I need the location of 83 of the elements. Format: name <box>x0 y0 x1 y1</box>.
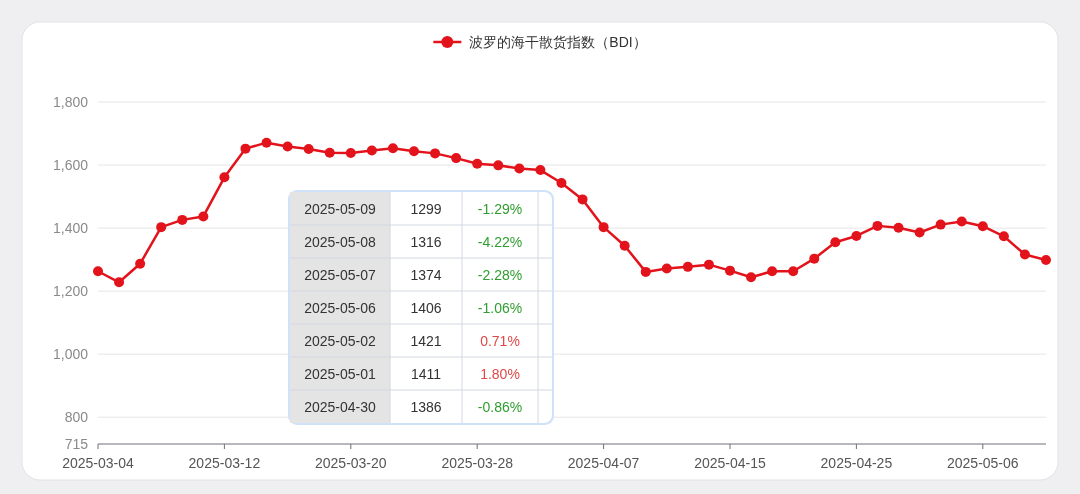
point <box>556 178 567 189</box>
annotation: 2025-05-08 <box>304 233 377 250</box>
point <box>93 266 103 277</box>
annotation: 1299 <box>410 200 442 217</box>
annotation: -1.06% <box>477 299 523 316</box>
y-tick-label: 1,000 <box>52 346 89 363</box>
point <box>430 148 441 159</box>
point <box>788 266 799 277</box>
point <box>977 221 988 232</box>
point <box>198 211 209 222</box>
point <box>156 222 167 233</box>
point <box>514 163 525 174</box>
y-tick-label: 715 <box>64 436 89 452</box>
point <box>177 214 188 225</box>
annotation: 0.71% <box>480 332 520 349</box>
x-tick-label: 2025-04-07 <box>567 455 640 471</box>
point <box>324 147 335 158</box>
x-tick-label: 2025-03-20 <box>314 455 387 471</box>
annotation: 2025-05-06 <box>304 299 377 316</box>
annotation: 2025-05-09 <box>304 200 377 217</box>
point <box>261 137 272 148</box>
x-tick-label: 2025-03-04 <box>62 455 135 471</box>
x-tick-label: 2025-04-25 <box>820 455 893 471</box>
point <box>703 259 714 270</box>
point <box>135 258 146 269</box>
annotation: 1421 <box>410 332 442 349</box>
point <box>809 253 820 264</box>
annotation: 2025-05-07 <box>304 266 377 283</box>
annotation: 2025-05-01 <box>304 365 377 382</box>
point <box>640 266 651 277</box>
annotation: -2.28% <box>477 266 523 283</box>
point <box>893 222 904 233</box>
point <box>1041 254 1051 265</box>
point <box>282 141 293 152</box>
x-tick-label: 2025-03-12 <box>188 455 261 471</box>
annotation: 2025-04-30 <box>304 398 377 415</box>
y-tick-label: 800 <box>64 409 89 426</box>
x-tick-label: 2025-04-15 <box>694 455 767 471</box>
point <box>872 220 883 231</box>
point <box>746 272 757 283</box>
annotation: -0.86% <box>477 398 523 415</box>
y-tick-label: 1,200 <box>52 283 89 300</box>
point <box>767 266 778 277</box>
annotation: 1316 <box>410 233 442 250</box>
annotation: 2025-05-02 <box>304 332 377 349</box>
y-tick-label: 1,800 <box>52 94 89 110</box>
point <box>219 172 230 183</box>
x-tick-label: 2025-05-06 <box>946 455 1019 471</box>
x-tick-label: 2025-03-28 <box>441 455 514 471</box>
point <box>387 143 398 154</box>
point <box>914 227 925 238</box>
annotation: 1374 <box>410 266 442 283</box>
point <box>366 145 377 156</box>
point <box>451 153 462 164</box>
point <box>535 165 546 176</box>
point <box>114 277 125 288</box>
point <box>935 219 946 230</box>
annotation: -1.29% <box>477 200 523 217</box>
point <box>303 143 314 154</box>
annotation: 1386 <box>410 398 442 415</box>
annotation: 1.80% <box>480 365 520 382</box>
y-tick-label: 1,600 <box>52 157 89 174</box>
legend-label: 波罗的海干散货指数（BDI） <box>469 34 647 50</box>
point <box>345 148 356 159</box>
point <box>661 263 672 274</box>
point <box>1019 249 1030 260</box>
point <box>409 146 419 157</box>
point <box>493 160 504 171</box>
point <box>619 240 630 251</box>
annotation: 1411 <box>410 365 442 382</box>
point <box>577 194 588 205</box>
y-tick-label: 1,400 <box>52 220 89 237</box>
point <box>830 237 841 248</box>
annotation: -4.22% <box>477 233 523 250</box>
annotation: 1406 <box>410 299 442 316</box>
point <box>998 231 1009 242</box>
point <box>682 261 693 272</box>
point <box>598 222 609 233</box>
point <box>240 143 251 154</box>
point <box>851 230 862 241</box>
point <box>725 265 735 276</box>
point <box>956 216 967 227</box>
point <box>472 158 483 169</box>
